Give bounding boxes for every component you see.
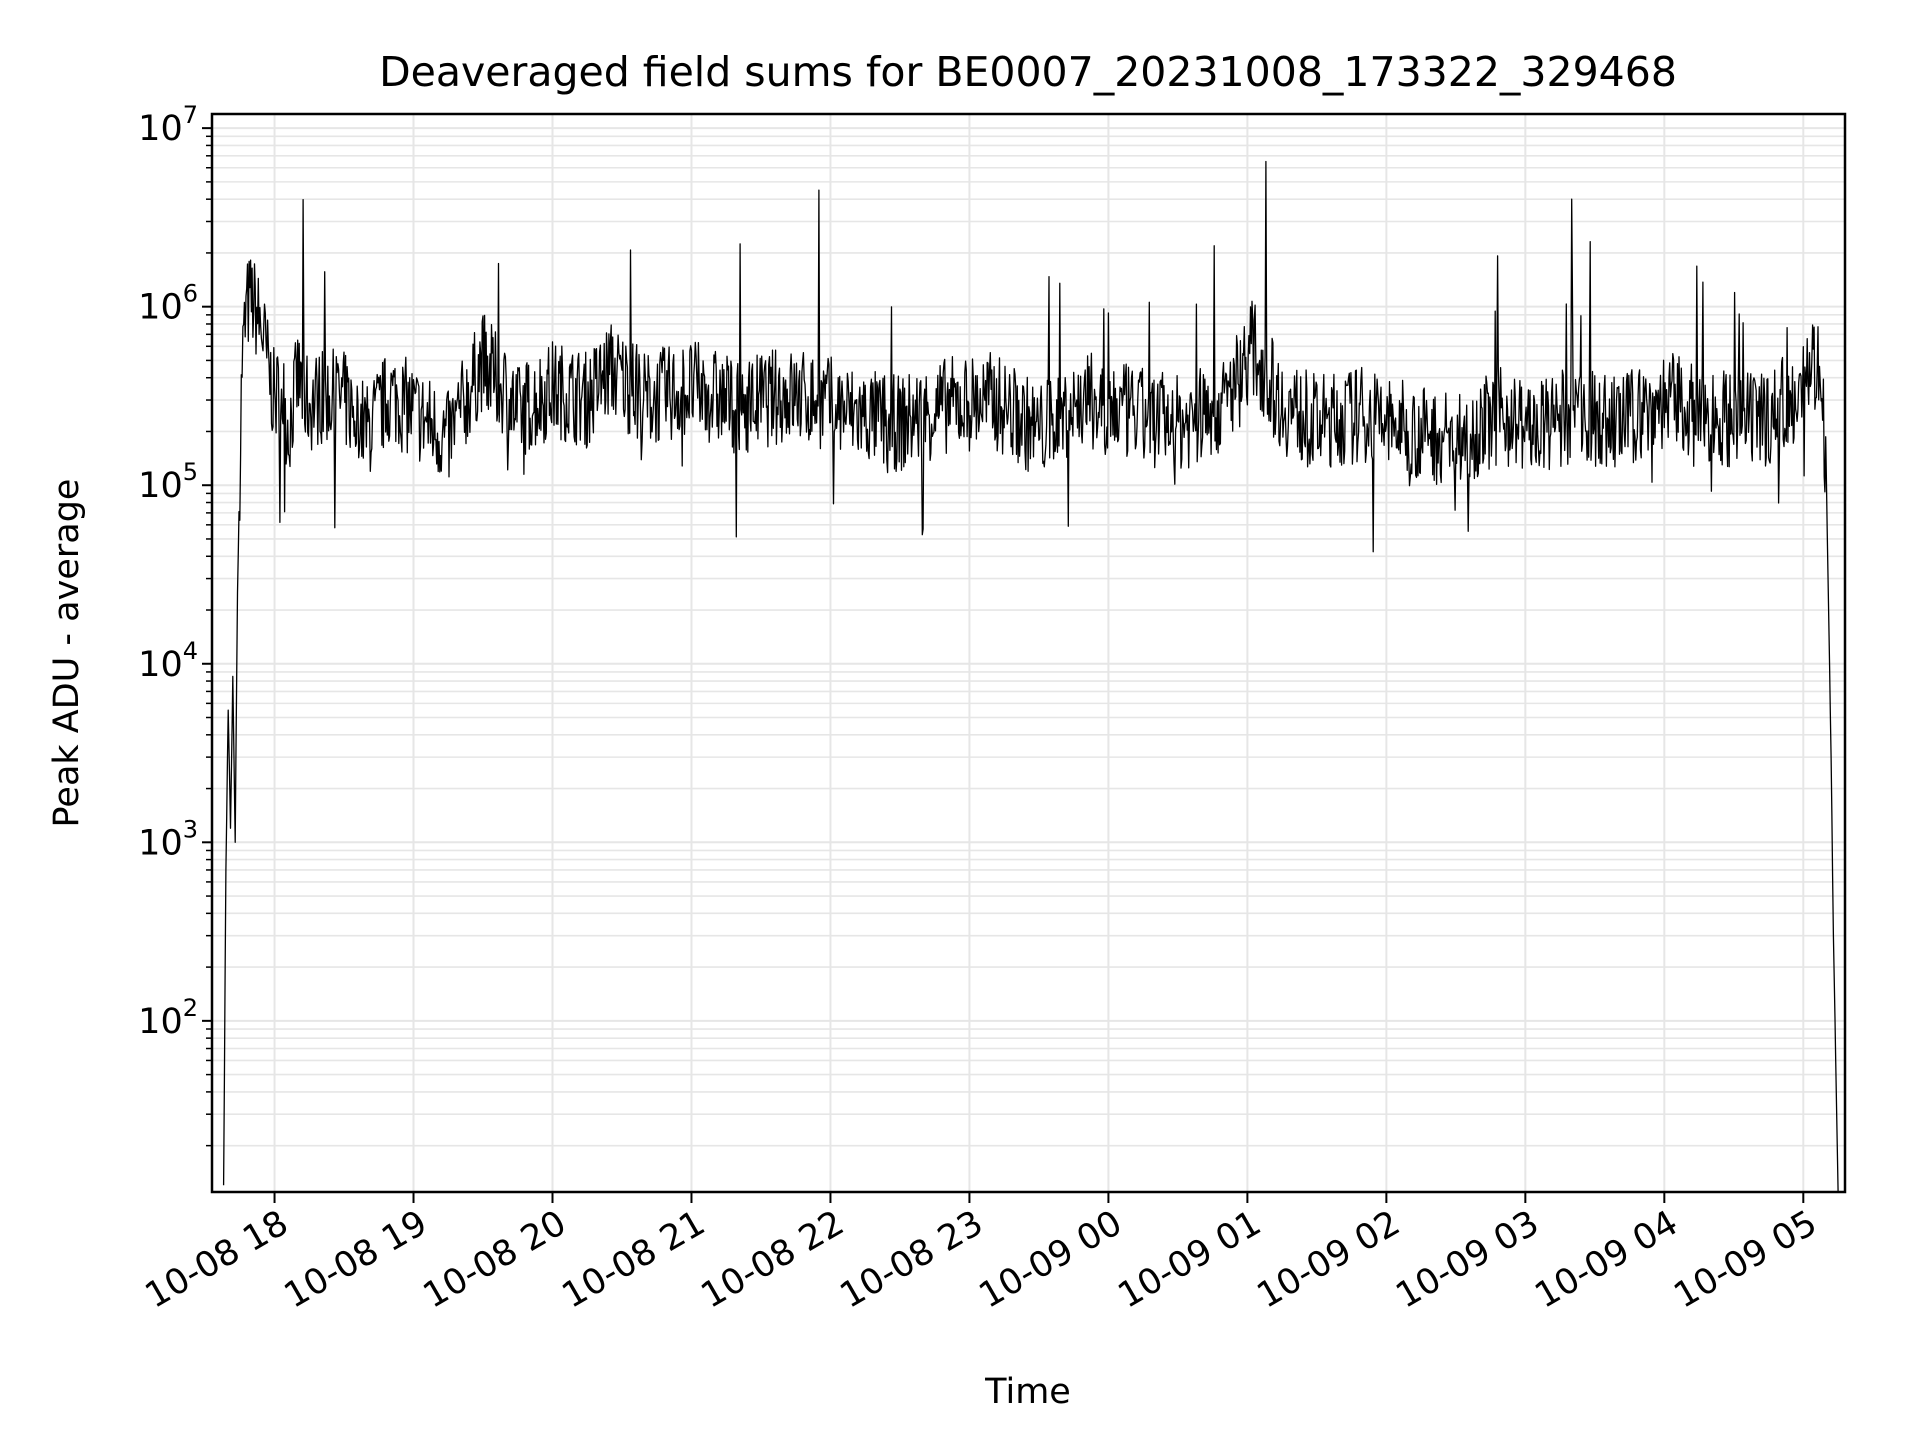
y-tick-base: 10 bbox=[138, 645, 183, 685]
y-tick-base: 10 bbox=[138, 823, 183, 863]
y-tick-label: 107 bbox=[138, 101, 198, 149]
y-tick-exponent: 7 bbox=[183, 101, 198, 129]
y-tick-exponent: 2 bbox=[183, 994, 198, 1022]
y-tick-base: 10 bbox=[138, 288, 183, 328]
y-tick-base: 10 bbox=[138, 109, 183, 149]
y-tick-exponent: 4 bbox=[183, 637, 198, 665]
y-tick-exponent: 6 bbox=[183, 280, 198, 308]
y-tick-label: 102 bbox=[138, 994, 198, 1042]
x-axis-label: Time bbox=[984, 1372, 1071, 1412]
y-tick-label: 103 bbox=[138, 815, 198, 863]
y-tick-exponent: 5 bbox=[183, 458, 198, 486]
y-tick-label: 105 bbox=[138, 458, 198, 506]
y-tick-exponent: 3 bbox=[183, 815, 198, 843]
series-line bbox=[222, 160, 1841, 1193]
y-tick-label: 104 bbox=[138, 637, 198, 685]
y-tick-base: 10 bbox=[138, 466, 183, 506]
plot-frame bbox=[210, 112, 1847, 1194]
series-layer bbox=[222, 160, 1841, 1193]
chart-title: Deaveraged field sums for BE0007_2023100… bbox=[379, 48, 1677, 96]
y-tick-label: 106 bbox=[138, 280, 198, 328]
y-axis-label: Peak ADU - average bbox=[47, 479, 87, 828]
y-tick-base: 10 bbox=[138, 1002, 183, 1042]
